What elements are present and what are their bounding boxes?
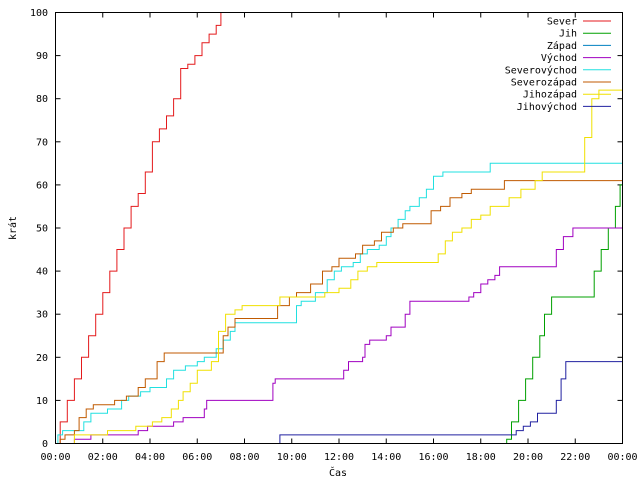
series-line-6: [55, 180, 623, 444]
y-tick-label: 20: [36, 353, 48, 364]
x-axis-label: Čas: [329, 466, 347, 479]
y-tick-label: 80: [36, 94, 48, 105]
x-tick-label: 02:00: [88, 452, 118, 463]
legend: SeverJihZápadVýchodSeverovýchodSeverozáp…: [505, 17, 611, 113]
x-tick-label: 14:00: [371, 452, 401, 463]
legend-label: Severovýchod: [505, 64, 577, 76]
y-tick-label: 100: [30, 8, 48, 19]
x-tick-label: 00:00: [40, 452, 70, 463]
x-tick-label: 12:00: [324, 452, 354, 463]
legend-label: Jih: [559, 29, 577, 40]
y-axis-label: krát: [7, 216, 19, 240]
plot-frame: [55, 12, 623, 444]
series-line-8: [55, 361, 623, 444]
series-line-1: [55, 12, 222, 444]
x-tick-label: 04:00: [135, 452, 165, 463]
x-tick-label: 22:00: [560, 452, 590, 463]
x-tick-label: 10:00: [277, 452, 307, 463]
y-tick-label: 10: [36, 396, 48, 407]
legend-label: Jihozápad: [523, 89, 577, 101]
series-line-2: [55, 176, 623, 444]
series-line-5: [55, 162, 623, 444]
y-tick-label: 40: [36, 267, 48, 278]
y-tick-label: 60: [36, 180, 48, 191]
y-tick-label: 70: [36, 137, 48, 148]
series-line-4: [55, 227, 623, 444]
axes: 00:00 02:00 04:00 06:00 08:00 10:00 12:00 14:00…: [30, 8, 638, 463]
y-tick-label: 50: [36, 224, 48, 235]
series-line-7: [55, 89, 623, 444]
legend-label: Severozápad: [511, 77, 577, 89]
x-tick-label: 20:00: [513, 452, 543, 463]
legend-label: Sever: [547, 17, 577, 28]
legend-label: Východ: [541, 52, 577, 64]
y-tick-label: 30: [36, 310, 48, 321]
x-tick-label: 00:00: [607, 452, 637, 463]
x-tick-label: 08:00: [229, 452, 259, 463]
x-tick-label: 06:00: [182, 452, 212, 463]
legend-label: Západ: [547, 40, 577, 52]
y-tick-label: 0: [42, 439, 48, 450]
plot-series: [55, 12, 623, 444]
legend-label: Jihovýchod: [517, 101, 577, 113]
x-tick-label: 16:00: [418, 452, 448, 463]
y-tick-label: 90: [36, 51, 48, 62]
x-tick-label: 18:00: [466, 452, 496, 463]
